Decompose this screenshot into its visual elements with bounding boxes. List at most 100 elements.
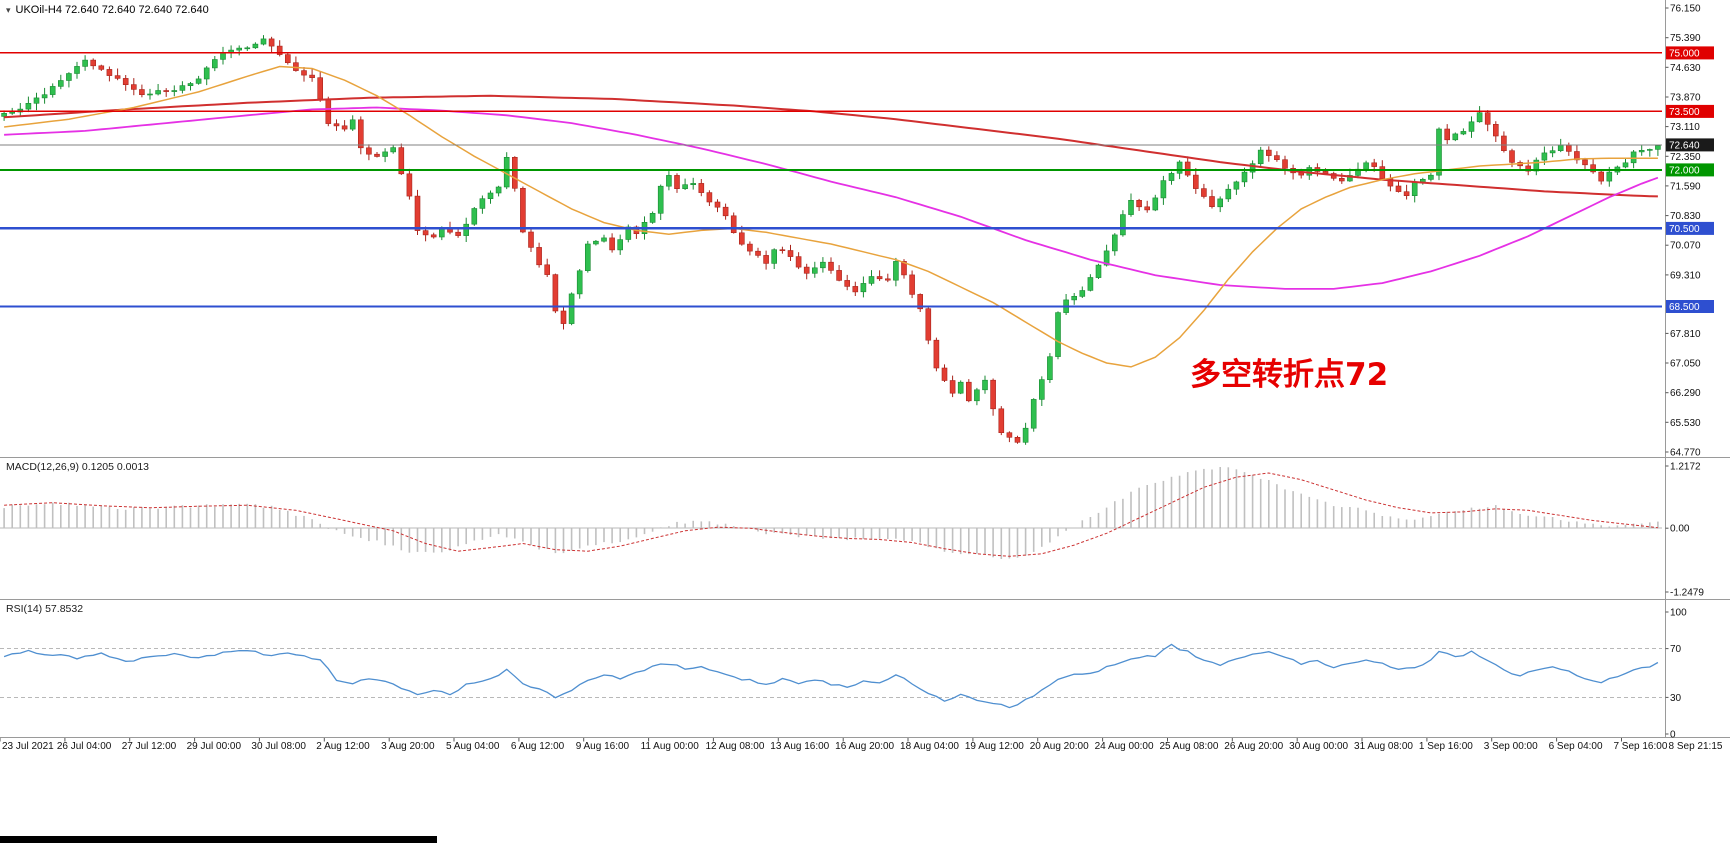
candle [1630,151,1637,164]
svg-text:64.770: 64.770 [1670,448,1701,459]
candle [49,86,56,95]
candle [455,231,461,236]
candles [1,35,1661,445]
candle [771,249,778,264]
candle [536,247,542,266]
svg-text:31 Aug 08:00: 31 Aug 08:00 [1354,741,1413,752]
candle [1403,191,1410,196]
candle [471,208,478,225]
candle [1306,167,1313,176]
candle [990,379,996,410]
svg-text:72.000: 72.000 [1669,165,1700,176]
candle [666,175,672,187]
macd-axis[interactable]: 1.2172 0.00 -1.2479 [1665,462,1705,599]
candle [276,45,283,55]
ma-fast-orange [4,65,1658,368]
candle [1055,312,1061,357]
macd-indicator-label: MACD(12,26,9) 0.1205 0.0013 [6,461,150,473]
macd-signal-line [4,472,1658,557]
candle [982,379,988,391]
candle [301,70,307,76]
candle [1444,128,1450,141]
svg-text:75.000: 75.000 [1669,48,1700,59]
candle [1371,162,1377,167]
candle [430,234,437,238]
collapse-icon[interactable]: ▾ [6,4,11,15]
candle [625,226,632,240]
candle [617,239,624,251]
candle [1557,145,1564,152]
candle [747,243,753,252]
candle [1493,124,1499,137]
svg-text:5 Aug 04:00: 5 Aug 04:00 [446,741,500,752]
candle [1120,214,1126,236]
candle [1022,427,1029,443]
candle [1606,171,1613,182]
candle [155,90,161,95]
candle [139,89,145,95]
svg-text:67.810: 67.810 [1670,329,1701,340]
candle [893,261,899,281]
candle [66,73,72,81]
price-tag-68.500 [1666,300,1714,313]
candle [1274,155,1280,161]
candle [236,47,242,51]
svg-text:8 Sep 21:15: 8 Sep 21:15 [1669,741,1723,752]
price-axis[interactable]: 76.150 75.390 74.630 73.870 73.110 72.350 71.5… [1665,4,1715,459]
candle [584,243,591,272]
candle [438,228,445,238]
taskbar-strip [0,836,437,843]
candle [674,175,680,189]
candle [1249,163,1256,173]
candle [1,113,7,117]
candle [463,223,470,236]
candle [609,237,615,251]
candle [1436,128,1442,176]
candle [649,213,656,223]
candle [511,157,518,189]
candle [876,276,883,280]
candle [163,90,169,92]
chart-annotation[interactable]: 多空转折点72 [1190,357,1389,393]
candle [1411,182,1418,197]
candle [479,198,486,209]
candle [909,274,915,295]
candle [1598,171,1604,182]
candle [884,278,891,281]
svg-text:75.390: 75.390 [1670,33,1701,44]
candle [374,153,380,157]
candle [528,231,534,248]
candle [1047,356,1053,381]
svg-text:26 Aug 20:00: 26 Aug 20:00 [1224,741,1283,752]
candle [860,283,867,293]
candle [1428,174,1434,180]
macd-histogram [3,467,1659,559]
svg-text:72.640: 72.640 [1669,140,1700,151]
svg-text:16 Aug 20:00: 16 Aug 20:00 [835,741,894,752]
candle [1112,234,1118,252]
candle [568,293,575,324]
candle [1582,159,1588,166]
candle [917,294,924,310]
candle [779,249,786,251]
svg-text:74.630: 74.630 [1670,63,1701,74]
candle [803,266,810,274]
candle [349,119,356,130]
time-axis[interactable]: 23 Jul 2021 26 Jul 04:00 27 Jul 12:00 29 Ju… [0,738,1723,752]
candle [836,270,842,281]
candle [25,103,32,110]
candle [787,250,794,257]
candle [9,111,15,114]
candle [406,173,413,197]
candle [738,232,745,245]
candle [1590,164,1596,173]
price-tag-72.640 [1666,138,1714,152]
candle [520,188,526,233]
candle [179,85,186,91]
svg-text:67.050: 67.050 [1670,359,1701,370]
candle [98,65,105,70]
candle [1006,432,1013,438]
rsi-axis[interactable]: 100 70 30 0 [1665,608,1688,741]
